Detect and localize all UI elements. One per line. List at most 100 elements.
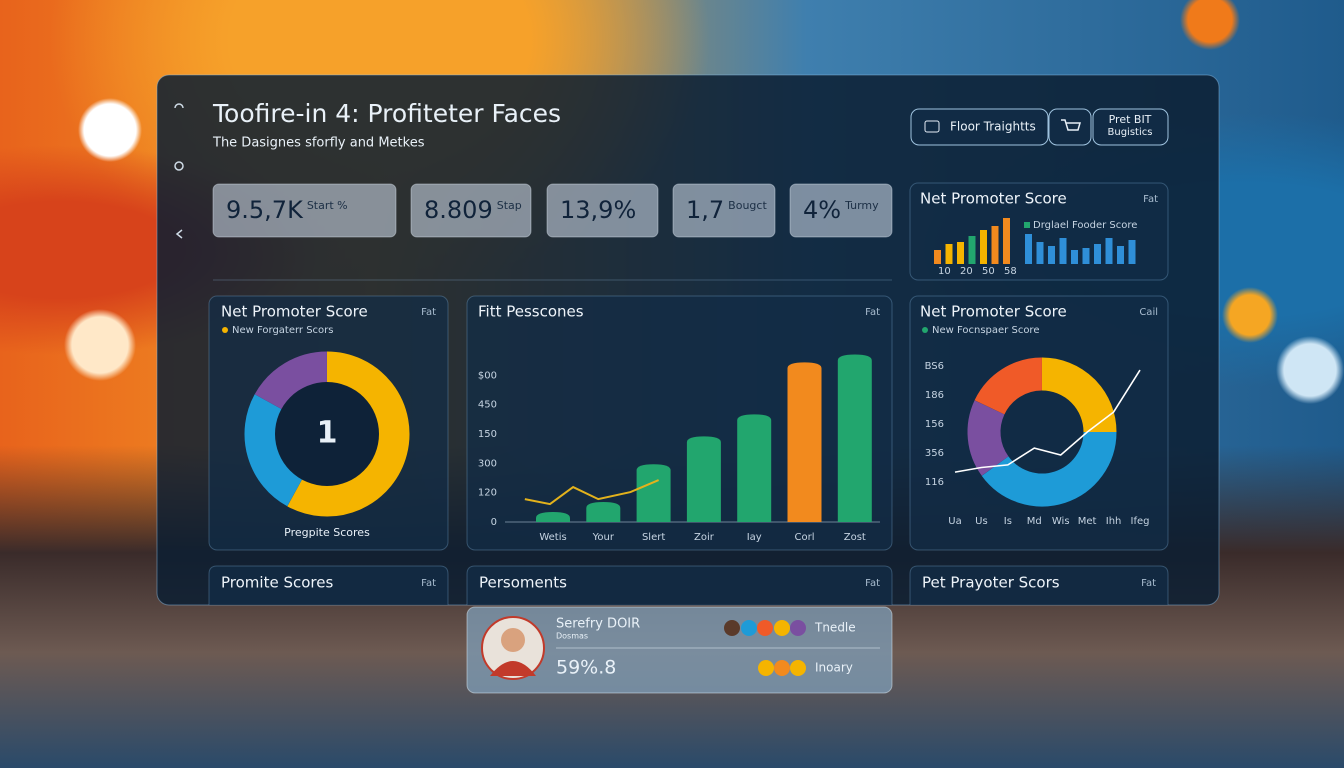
x-tick-label: 20 (960, 266, 973, 277)
bar (957, 242, 964, 264)
bar (586, 502, 621, 522)
bar (1117, 246, 1124, 264)
bar (1036, 242, 1044, 264)
profile-role: Dosmas (556, 632, 588, 641)
bar (934, 250, 941, 264)
x-tick-label: Iay (747, 532, 762, 543)
dot (790, 620, 806, 636)
y-tick-label: 186 (925, 390, 944, 401)
bar (1105, 238, 1113, 264)
caption: Pregpite Scores (284, 526, 370, 539)
bar (837, 354, 872, 522)
y-tick-label: $00 (478, 370, 497, 381)
dot (758, 660, 774, 676)
bar (1059, 238, 1067, 264)
avatar-face (501, 628, 525, 652)
dot (774, 660, 790, 676)
kpi-box (789, 183, 893, 238)
x-tick-label: Wis (1052, 516, 1070, 527)
icon (174, 161, 184, 171)
icon (174, 103, 184, 109)
x-tick-label: Ihh (1106, 516, 1122, 527)
x-tick-label: Is (1004, 516, 1012, 527)
dot (790, 660, 806, 676)
button-label: Floor Traightts (950, 120, 1036, 134)
profile-item: Tnedle (814, 621, 856, 635)
y-tick-label: 300 (478, 458, 497, 469)
dots (724, 620, 806, 676)
y-tick-label: BS6 (925, 361, 944, 372)
side-icons (174, 103, 184, 239)
card-title: Fitt Pesscones (478, 303, 584, 321)
line (524, 479, 660, 506)
card-title: Pet Prayoter Scors (922, 574, 1060, 592)
y-tick-label: 356 (925, 448, 944, 459)
card-tag: Fat (865, 307, 880, 318)
bar (945, 244, 953, 264)
donut-segment (974, 357, 1043, 416)
card-tag: Fat (1143, 194, 1158, 205)
donut-segment (1041, 357, 1117, 433)
bottom-cards: Promite Scores Fat Persoments Fat Pet Prayot… (208, 565, 1169, 605)
card (466, 295, 893, 551)
y-tick-label: 120 (478, 488, 497, 499)
x-tick-label: 10 (938, 266, 951, 277)
y-tick-label: 450 (478, 400, 497, 411)
profile-value: 59%.8 (556, 657, 616, 679)
bar (1094, 244, 1101, 264)
bar (1048, 246, 1055, 264)
y-tick-label: 116 (925, 477, 944, 488)
card (909, 565, 1169, 605)
x-tick-label: Ua (948, 516, 961, 527)
legend: New Focnspaer Score (932, 325, 1039, 336)
card-title: Net Promoter Score (920, 190, 1067, 208)
card (909, 295, 1169, 551)
card-title: Net Promoter Score (920, 303, 1067, 321)
compact-button[interactable] (1092, 108, 1169, 146)
card-tag: Fat (421, 307, 436, 318)
donut-segment (254, 351, 328, 410)
bar (1003, 218, 1010, 264)
legend-swatch (222, 327, 228, 333)
x-tick-label: Zost (844, 532, 866, 543)
subtitle: The Dasignes sforfly and Metkes (212, 136, 425, 151)
y-tick-label: 150 (478, 429, 497, 440)
x-tick-label: Ifeg (1131, 516, 1150, 527)
card-tag: Fat (865, 578, 880, 589)
card-title: Promite Scores (221, 574, 333, 592)
button-label: Pret BIT (1109, 113, 1152, 126)
donut-hole (275, 382, 379, 486)
donut-segment (244, 394, 303, 507)
dot (757, 620, 773, 636)
kpi-box (672, 183, 776, 238)
bar (991, 226, 999, 264)
toolbar-button[interactable] (910, 108, 1049, 146)
bar (1082, 248, 1090, 264)
card-title: Persoments (479, 574, 567, 592)
x-tick-label: 58 (1004, 266, 1017, 277)
x-tick-label: Md (1027, 516, 1042, 527)
card-tag: Fat (421, 578, 436, 589)
x-tick-label: Wetis (539, 532, 566, 543)
line (954, 369, 1141, 473)
donut-segment (981, 431, 1117, 507)
icon (175, 229, 183, 239)
bar (1025, 234, 1032, 264)
kpi-note: Stap (497, 199, 522, 212)
legend: New Forgaterr Scors (232, 325, 334, 336)
x-tick-label: Zoir (694, 532, 715, 543)
card-tag: Fat (1141, 578, 1156, 589)
kpi-value: 4% (803, 196, 841, 224)
bar (1071, 250, 1078, 264)
dot (741, 620, 757, 636)
kpi-box (410, 183, 532, 238)
bar (737, 414, 772, 522)
kpi-value: 8.809 (424, 196, 493, 224)
kpi-value: 1,7 (686, 196, 724, 224)
dot (724, 620, 740, 636)
x-tick-label: Slert (642, 532, 665, 543)
cart-button[interactable] (1048, 108, 1092, 146)
bar (980, 230, 987, 264)
